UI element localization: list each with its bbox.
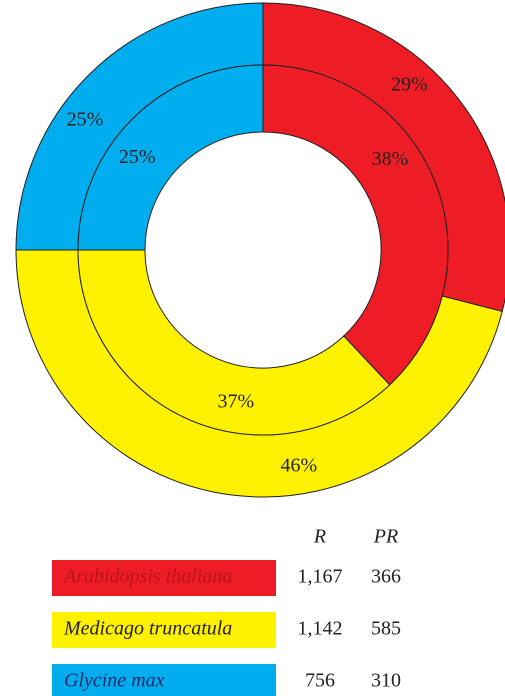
data-label: 38%	[372, 148, 409, 170]
data-label: 37%	[217, 391, 254, 413]
data-label: 25%	[67, 108, 104, 130]
data-label: 46%	[280, 455, 317, 477]
legend-swatch	[52, 560, 276, 596]
data-label: 25%	[119, 146, 156, 168]
table-cell: 585	[371, 618, 401, 640]
legend-label: Arabidopsis thaliana	[62, 566, 232, 588]
table-cell: 1,167	[298, 566, 343, 588]
table-cell: 1,142	[298, 618, 343, 640]
legend-label: Glycine max	[64, 670, 165, 692]
table-cell: 310	[371, 670, 401, 692]
table-cell: 756	[305, 670, 335, 692]
legend-swatch	[52, 612, 276, 648]
donut-segment	[77, 64, 264, 251]
column-header: R	[313, 526, 326, 548]
donut-segment	[77, 249, 391, 436]
data-label: 29%	[391, 73, 428, 95]
table-cell: 366	[371, 566, 401, 588]
legend-label: Medicago truncatula	[63, 618, 232, 640]
donut-segment	[262, 64, 449, 386]
legend-swatch	[52, 664, 276, 696]
column-header: PR	[373, 526, 398, 548]
